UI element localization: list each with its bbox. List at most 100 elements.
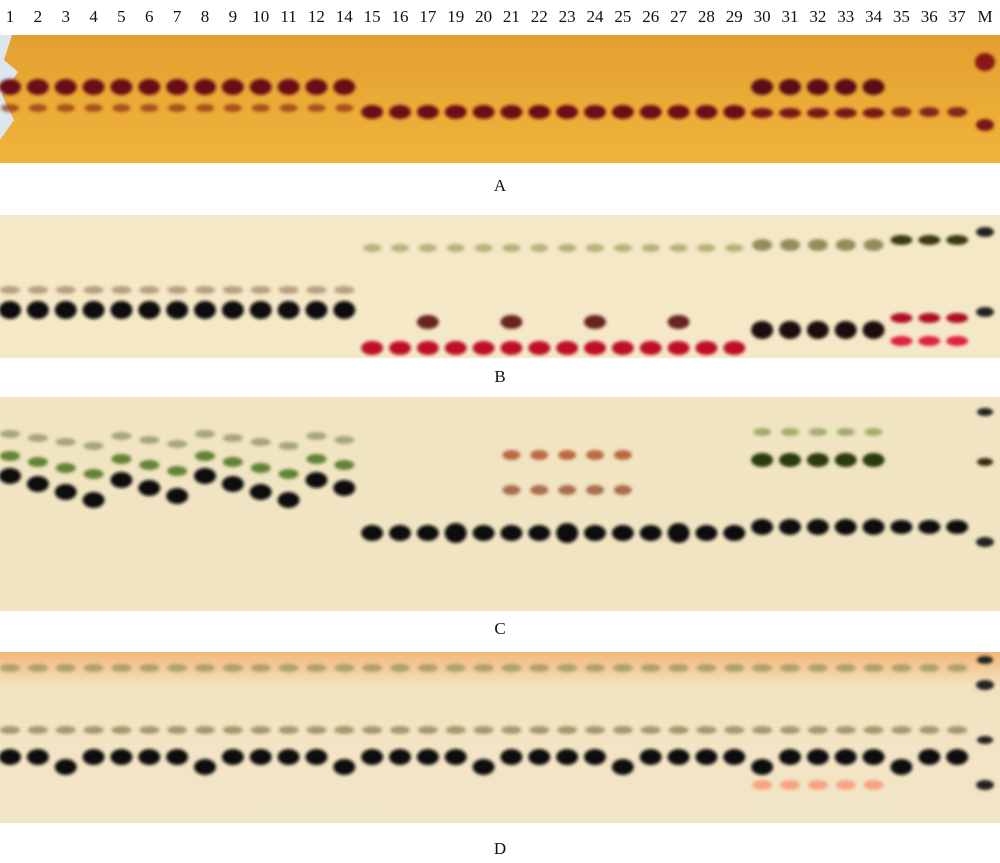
band bbox=[723, 105, 746, 119]
band bbox=[751, 453, 774, 467]
lane-label: 8 bbox=[201, 7, 210, 26]
band bbox=[780, 780, 800, 790]
lane-label: 9 bbox=[229, 7, 238, 26]
band bbox=[139, 726, 160, 734]
band bbox=[751, 108, 774, 118]
band bbox=[222, 434, 243, 442]
band bbox=[695, 341, 718, 355]
gel-c bbox=[0, 397, 1000, 611]
panel-label: A bbox=[494, 176, 507, 195]
band bbox=[27, 434, 48, 442]
band bbox=[612, 664, 633, 672]
band bbox=[667, 749, 690, 765]
band bbox=[139, 460, 160, 470]
band bbox=[222, 726, 243, 734]
band bbox=[779, 453, 801, 467]
band bbox=[835, 726, 856, 734]
band bbox=[390, 664, 410, 672]
band bbox=[472, 105, 495, 119]
band bbox=[725, 244, 744, 252]
band bbox=[779, 749, 801, 765]
band bbox=[306, 286, 327, 294]
band bbox=[138, 79, 161, 95]
band bbox=[806, 453, 829, 467]
lane-label: 22 bbox=[531, 7, 548, 26]
band bbox=[83, 726, 104, 734]
band bbox=[862, 79, 885, 95]
band bbox=[278, 442, 299, 450]
band bbox=[417, 726, 438, 734]
band bbox=[779, 321, 801, 339]
band bbox=[277, 79, 300, 95]
band bbox=[26, 301, 49, 319]
band bbox=[695, 105, 718, 119]
band bbox=[639, 525, 662, 541]
lane-label: 27 bbox=[670, 7, 688, 26]
band bbox=[723, 525, 746, 541]
band bbox=[167, 466, 188, 476]
band bbox=[781, 428, 799, 436]
band bbox=[976, 680, 994, 690]
band bbox=[640, 664, 661, 672]
band bbox=[835, 780, 856, 790]
band bbox=[55, 463, 76, 473]
band bbox=[723, 341, 746, 355]
lane-label: 26 bbox=[642, 7, 659, 26]
band bbox=[250, 726, 271, 734]
band bbox=[279, 104, 298, 112]
band bbox=[111, 454, 132, 464]
band bbox=[444, 523, 467, 543]
band bbox=[84, 104, 103, 112]
band bbox=[473, 664, 494, 672]
lane-label: 31 bbox=[782, 7, 799, 26]
band bbox=[918, 749, 941, 765]
band bbox=[140, 104, 159, 112]
band bbox=[249, 749, 272, 765]
band bbox=[334, 436, 355, 444]
band bbox=[362, 664, 383, 672]
band bbox=[82, 301, 105, 319]
band bbox=[139, 286, 160, 294]
band bbox=[612, 726, 633, 734]
band bbox=[530, 244, 549, 252]
band bbox=[834, 453, 857, 467]
band bbox=[307, 104, 326, 112]
band bbox=[223, 104, 242, 112]
band bbox=[890, 235, 913, 245]
band bbox=[0, 286, 20, 294]
band bbox=[168, 104, 187, 112]
band bbox=[249, 484, 272, 500]
band bbox=[221, 476, 244, 492]
band bbox=[862, 519, 885, 535]
band bbox=[333, 79, 356, 95]
band bbox=[361, 525, 384, 541]
band bbox=[751, 519, 774, 535]
band bbox=[0, 451, 20, 461]
band bbox=[667, 315, 690, 329]
labels: 1 2 3 4 5 6 7 8 9 10 11 12 14 15 16 17 19 20 21 22 23 24 25 26 2… bbox=[6, 7, 993, 858]
band bbox=[55, 286, 76, 294]
band bbox=[334, 460, 355, 470]
lane-label: 32 bbox=[809, 7, 826, 26]
band bbox=[167, 664, 188, 672]
band bbox=[667, 105, 690, 119]
band bbox=[528, 341, 551, 355]
lane-label: 5 bbox=[117, 7, 126, 26]
band bbox=[305, 301, 328, 319]
lane-label: 4 bbox=[89, 7, 98, 26]
band bbox=[919, 726, 940, 734]
band bbox=[138, 749, 161, 765]
lane-label: 35 bbox=[893, 7, 910, 26]
band bbox=[976, 780, 994, 790]
lane-label: 25 bbox=[614, 7, 631, 26]
band bbox=[26, 749, 49, 765]
band bbox=[557, 664, 578, 672]
band bbox=[363, 244, 382, 252]
band bbox=[139, 436, 160, 444]
band bbox=[611, 105, 634, 119]
band bbox=[835, 239, 856, 251]
band bbox=[416, 105, 439, 119]
band bbox=[724, 726, 745, 734]
band bbox=[584, 315, 606, 329]
